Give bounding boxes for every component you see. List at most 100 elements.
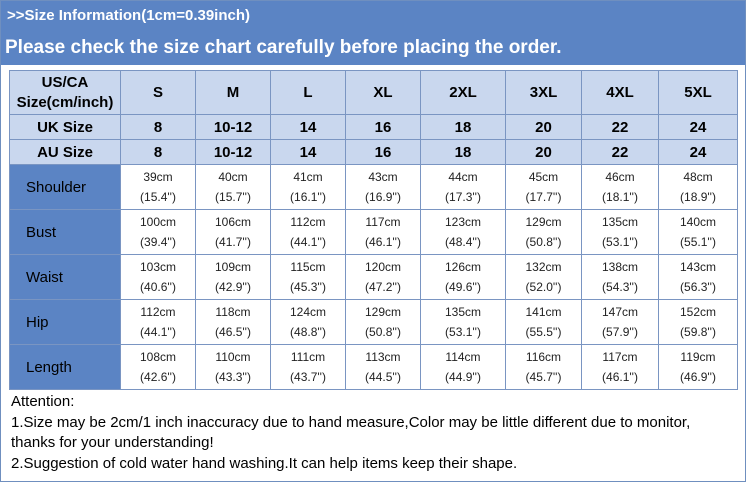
- inch-value: (55.5''): [525, 325, 562, 339]
- cm-value: 111cm: [290, 350, 326, 364]
- inch-value: (17.7''): [525, 190, 562, 204]
- measurement-cell: 115cm (45.3''): [270, 254, 346, 300]
- us-size-row: US/CA Size(cm/inch) S M L XL 2XL 3XL 4XL…: [9, 70, 738, 115]
- cm-value: 129cm: [364, 305, 402, 319]
- measurement-cell: 100cm (39.4''): [120, 209, 196, 255]
- cm-value: 45cm: [528, 170, 559, 184]
- inch-value: (44.1''): [290, 235, 326, 249]
- inch-value: (50.8''): [525, 235, 562, 249]
- cm-value: 135cm: [444, 305, 482, 319]
- measurement-cell: 120cm (47.2''): [345, 254, 421, 300]
- measurement-cell: 112cm (44.1''): [120, 299, 196, 345]
- us-size-cell: 5XL: [658, 70, 738, 115]
- cm-value: 103cm: [139, 260, 177, 274]
- measurement-label: Hip: [9, 299, 121, 345]
- inch-value: (44.5''): [365, 370, 401, 384]
- measurement-cell: 117cm (46.1''): [581, 344, 659, 390]
- us-size-cell: M: [195, 70, 271, 115]
- inch-value: (43.7''): [290, 370, 326, 384]
- au-size-cell: 22: [581, 139, 659, 165]
- size-table: US/CA Size(cm/inch) S M L XL 2XL 3XL 4XL…: [9, 70, 738, 390]
- cm-value: 117cm: [365, 215, 401, 229]
- inch-value: (17.3''): [445, 190, 481, 204]
- measurement-cell: 108cm (42.6''): [120, 344, 196, 390]
- inch-value: (46.1''): [365, 235, 401, 249]
- measurement-cell: 126cm (49.6''): [420, 254, 506, 300]
- cm-value: 123cm: [444, 215, 482, 229]
- au-size-cell: 14: [270, 139, 346, 165]
- inch-value: (45.3''): [290, 280, 326, 294]
- uk-size-cell: 16: [345, 114, 421, 140]
- cm-value: 46cm: [605, 170, 635, 184]
- cm-value: 124cm: [289, 305, 327, 319]
- measurement-cell: 43cm (16.9''): [345, 164, 421, 210]
- cm-value: 44cm: [448, 170, 478, 184]
- uk-size-cell: 14: [270, 114, 346, 140]
- us-size-cell: 2XL: [420, 70, 506, 115]
- cm-value: 108cm: [139, 350, 177, 364]
- inch-value: (52.0''): [525, 280, 562, 294]
- inch-value: (42.6''): [140, 370, 176, 384]
- measurement-cell: 41cm (16.1''): [270, 164, 346, 210]
- us-size-cell: 4XL: [581, 70, 659, 115]
- cm-value: 114cm: [445, 350, 481, 364]
- inch-value: (18.9''): [680, 190, 716, 204]
- us-size-cell: 3XL: [505, 70, 582, 115]
- inch-value: (39.4''): [140, 235, 176, 249]
- cm-value: 112cm: [140, 305, 176, 319]
- attention-notes: Attention: 1.Size may be 2cm/1 inch inac…: [11, 392, 741, 474]
- inch-value: (40.6''): [140, 280, 176, 294]
- measurement-cell: 109cm (42.9''): [195, 254, 271, 300]
- measurement-cell: 46cm (18.1''): [581, 164, 659, 210]
- measurement-cell: 119cm (46.9''): [658, 344, 738, 390]
- cm-value: 138cm: [601, 260, 639, 274]
- measurement-cell: 39cm (15.4''): [120, 164, 196, 210]
- inch-value: (16.1''): [290, 190, 326, 204]
- inch-value: (43.3''): [215, 370, 251, 384]
- uk-size-row: UK Size 8 10-12 14 16 18 20 22 24: [9, 114, 738, 140]
- cm-value: 100cm: [139, 215, 177, 229]
- measurement-row: Length 108cm (42.6'') 110cm (43.3'') 111cm (43…: [9, 344, 738, 390]
- measurement-cell: 114cm (44.9''): [420, 344, 506, 390]
- measurement-cell: 132cm (52.0''): [505, 254, 582, 300]
- cm-value: 118cm: [215, 305, 251, 319]
- inch-value: (42.9''): [215, 280, 251, 294]
- size-notice-banner: Please check the size chart carefully be…: [1, 31, 745, 65]
- au-size-cell: 20: [505, 139, 582, 165]
- inch-value: (47.2''): [365, 280, 401, 294]
- uk-size-cell: 22: [581, 114, 659, 140]
- measurement-cell: 138cm (54.3''): [581, 254, 659, 300]
- measurement-label: Length: [9, 344, 121, 390]
- measurement-cell: 112cm (44.1''): [270, 209, 346, 255]
- attention-note-1: 1.Size may be 2cm/1 inch inaccuracy due …: [11, 413, 691, 431]
- inch-value: (46.5''): [215, 325, 251, 339]
- inch-value: (55.1''): [680, 235, 716, 249]
- cm-value: 40cm: [218, 170, 248, 184]
- au-size-cell: 10-12: [195, 139, 271, 165]
- cm-value: 132cm: [525, 260, 562, 274]
- inch-value: (48.4''): [445, 235, 481, 249]
- attention-note-1-cont: thanks for your understanding!: [11, 434, 214, 451]
- measurement-cell: 113cm (44.5''): [345, 344, 421, 390]
- inch-value: (48.8''): [290, 325, 326, 339]
- cm-value: 43cm: [368, 170, 398, 184]
- cm-value: 109cm: [214, 260, 252, 274]
- measurement-cell: 110cm (43.3''): [195, 344, 271, 390]
- us-size-cell: XL: [345, 70, 421, 115]
- measurement-row: Bust 100cm (39.4'') 106cm (41.7'') 112cm (44.1…: [9, 209, 738, 255]
- measurement-row: Waist 103cm (40.6'') 109cm (42.9'') 115cm (45.…: [9, 254, 738, 300]
- au-size-cell: 8: [120, 139, 196, 165]
- uk-size-cell: 20: [505, 114, 582, 140]
- corner-line-1: US/CA: [41, 73, 89, 91]
- inch-value: (45.7''): [525, 370, 562, 384]
- attention-title: Attention:: [11, 393, 75, 410]
- inch-value: (46.1''): [602, 370, 638, 384]
- cm-value: 120cm: [364, 260, 402, 274]
- inch-value: (15.4''): [140, 190, 176, 204]
- measurement-label: Shoulder: [9, 164, 121, 210]
- inch-value: (16.9''): [365, 190, 401, 204]
- cm-value: 129cm: [525, 215, 562, 229]
- inch-value: (50.8''): [365, 325, 401, 339]
- measurement-cell: 106cm (41.7''): [195, 209, 271, 255]
- cm-value: 152cm: [679, 305, 717, 319]
